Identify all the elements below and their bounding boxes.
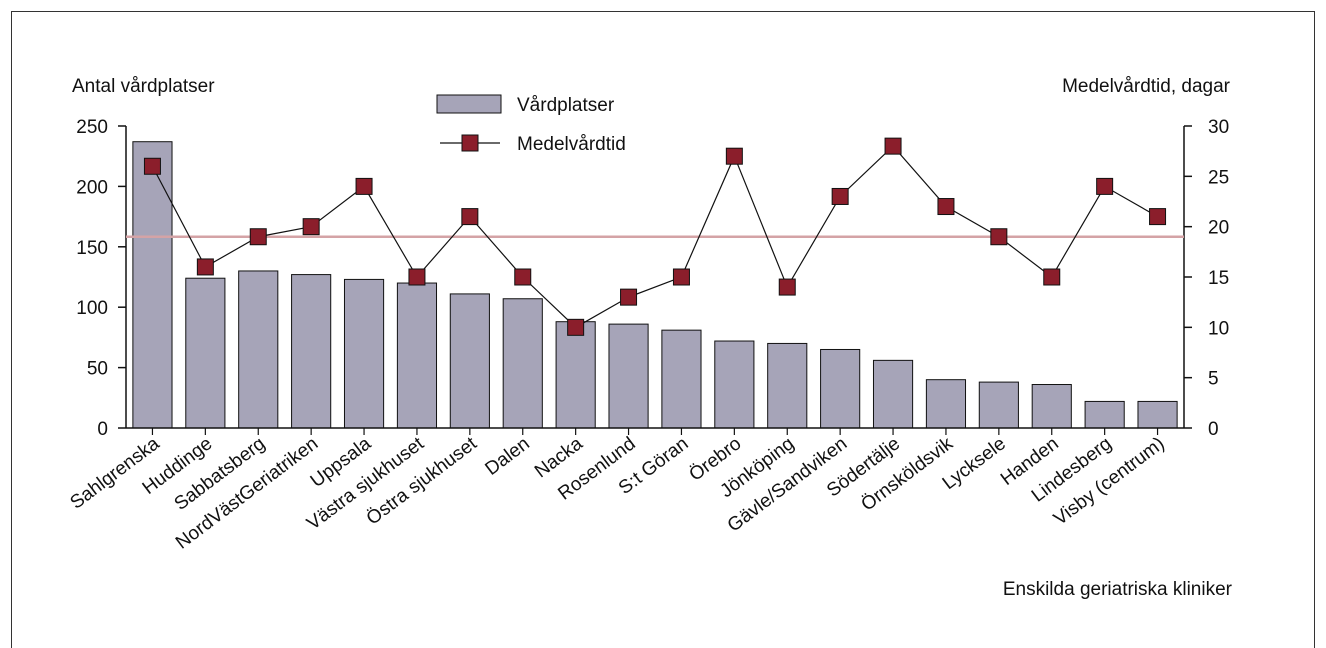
bar — [820, 348, 861, 429]
y-right-axis-label: Medelvårdtid, dagar — [1062, 76, 1231, 97]
line-marker — [884, 137, 902, 155]
bar — [343, 278, 385, 429]
line-marker — [1096, 177, 1114, 195]
bar — [872, 359, 914, 429]
bar — [238, 270, 279, 429]
line-marker — [143, 157, 161, 175]
line-marker — [937, 198, 955, 216]
legend-bar-label: Vårdplatser — [517, 95, 615, 116]
bar — [714, 340, 755, 429]
y-right-tick-label: 0 — [1208, 419, 1219, 440]
bar — [291, 274, 332, 429]
bar — [185, 277, 226, 429]
line-marker — [831, 187, 849, 205]
y-left-tick-label: 100 — [76, 298, 108, 319]
y-left-tick-label: 50 — [87, 359, 108, 380]
y-right-tick-label: 30 — [1208, 117, 1229, 138]
bar — [132, 141, 173, 429]
y-right-tick-label: 15 — [1208, 268, 1229, 289]
legend-line-label: Medelvårdtid — [517, 134, 626, 155]
line-marker — [302, 218, 320, 236]
line-marker — [461, 208, 479, 226]
y-left-tick-label: 250 — [76, 117, 108, 138]
y-left-axis-label: Antal vårdplatser — [72, 76, 215, 97]
line-marker — [778, 278, 796, 296]
bar-series — [132, 141, 1178, 429]
series-line — [151, 145, 1158, 329]
y-right-tick-label: 25 — [1208, 167, 1229, 188]
line-marker — [620, 288, 638, 306]
bar — [608, 323, 649, 429]
bar — [661, 329, 702, 429]
bar — [502, 298, 543, 429]
axes — [118, 125, 1192, 435]
x-tick-label: Dalen — [481, 433, 533, 480]
y-right-tick-label: 5 — [1208, 369, 1219, 390]
x-axis-label: Enskilda geriatriska kliniker — [1003, 579, 1233, 600]
line-marker — [725, 147, 743, 165]
line-series — [143, 137, 1167, 336]
legend: Vårdplatser Medelvårdtid — [436, 94, 626, 155]
legend-marker-swatch — [461, 134, 479, 152]
y-right-tick-label: 20 — [1208, 218, 1229, 239]
line-marker — [514, 268, 532, 286]
line-marker — [1149, 208, 1167, 226]
legend-bar-swatch — [436, 94, 502, 114]
bar — [925, 379, 967, 429]
line-marker — [249, 228, 267, 246]
y-left-tick-label: 150 — [76, 238, 108, 259]
bar — [555, 321, 596, 429]
bar — [1084, 400, 1125, 429]
line-marker — [408, 268, 426, 286]
bar — [978, 381, 1019, 429]
bar — [396, 282, 438, 429]
line-marker — [990, 228, 1008, 246]
bar — [1137, 400, 1178, 429]
bar — [449, 293, 490, 429]
y-left-tick-label: 200 — [76, 177, 108, 198]
line-marker — [672, 268, 690, 286]
line-marker — [1043, 268, 1061, 286]
line-marker — [567, 318, 585, 336]
y-left-tick-label: 0 — [97, 419, 108, 440]
bar — [1031, 384, 1072, 429]
bar — [767, 342, 808, 429]
line-marker — [355, 177, 373, 195]
line-marker — [196, 258, 214, 276]
chart-frame — [11, 11, 1315, 648]
y-right-tick-label: 10 — [1208, 318, 1229, 339]
